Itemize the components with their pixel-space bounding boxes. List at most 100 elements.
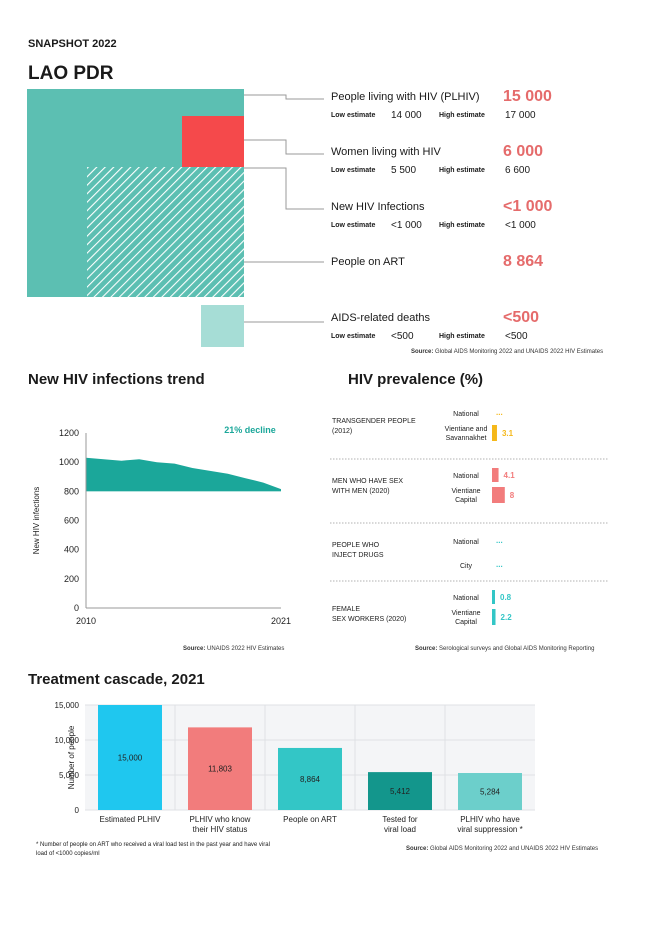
- prevalence-group-name: TRANSGENDER PEOPLE: [332, 418, 416, 425]
- plhiv-label: People living with HIV (PLHIV): [331, 91, 480, 103]
- cascade-bar: [98, 705, 162, 810]
- prevalence-chart: TRANSGENDER PEOPLE (2012) National ... Vient…: [330, 408, 608, 626]
- trend-y-tick: 1000: [59, 457, 79, 467]
- women-block: [182, 116, 244, 167]
- deaths-high-key: High estimate: [439, 333, 485, 340]
- cascade-title: Treatment cascade, 2021: [28, 671, 205, 688]
- trend-x-tick: 2010: [76, 616, 96, 626]
- plhiv-low-value: 14 000: [391, 110, 422, 121]
- prevalence-row-label: National: [453, 539, 479, 546]
- plhiv-high-value: 17 000: [505, 110, 536, 121]
- new-infections-low-value: <1 000: [391, 220, 422, 231]
- new-infections-block: [87, 167, 244, 297]
- prevalence-group-name: SEX WORKERS (2020): [332, 616, 406, 623]
- prevalence-value: 8: [510, 491, 515, 500]
- prevalence-value: ...: [496, 408, 503, 417]
- trend-chart: 0 200 400 600 800 1000 1200 2010 2021 New HIV inf…: [32, 425, 291, 626]
- prevalence-value: ...: [496, 560, 503, 569]
- prevalence-group-name: FEMALE: [332, 606, 360, 613]
- prevalence-source: Source: Serological surveys and Global A…: [415, 646, 595, 652]
- connector-lines: [244, 94, 324, 323]
- prevalence-group-name: (2012): [332, 428, 352, 435]
- women-low-value: 5 500: [391, 165, 417, 176]
- cascade-value-label: 11,803: [208, 765, 232, 774]
- prevalence-row-label: National: [453, 595, 479, 602]
- cascade-y-tick: 5,000: [59, 771, 80, 780]
- deaths-label: AIDS-related deaths: [331, 312, 431, 324]
- new-infections-low-key: Low estimate: [331, 222, 376, 229]
- cascade-category-label: Tested for: [382, 815, 417, 824]
- cascade-value-label: 15,000: [118, 754, 143, 763]
- trend-y-tick: 1200: [59, 428, 79, 438]
- prevalence-row-label: Vientiane and: [445, 426, 488, 433]
- prevalence-row-label: Savannakhet: [446, 435, 487, 442]
- prevalence-bar: [492, 425, 497, 441]
- women-high-key: High estimate: [439, 167, 485, 174]
- prevalence-group-name: WITH MEN (2020): [332, 488, 390, 495]
- trend-y-tick: 800: [64, 486, 79, 496]
- cascade-bar: [278, 747, 342, 810]
- cascade-bar: [368, 772, 432, 810]
- cascade-bar: [458, 773, 522, 810]
- country-title: LAO PDR: [28, 63, 114, 84]
- prevalence-row-label: Vientiane: [451, 610, 480, 617]
- trend-y-tick: 200: [64, 574, 79, 584]
- deaths-high-value: <500: [505, 331, 528, 342]
- cascade-y-tick: 15,000: [55, 701, 80, 710]
- prevalence-group-name: INJECT DRUGS: [332, 552, 384, 559]
- prevalence-bar: [492, 487, 505, 503]
- trend-area-base: [86, 491, 282, 608]
- plhiv-high-key: High estimate: [439, 112, 485, 119]
- prevalence-row-label: Capital: [455, 619, 477, 626]
- overview-graphic: [27, 89, 324, 347]
- deaths-low-key: Low estimate: [331, 333, 376, 340]
- new-infections-value: <1 000: [503, 198, 553, 215]
- prevalence-group-name: MEN WHO HAVE SEX: [332, 478, 403, 485]
- trend-x-tick: 2021: [271, 616, 291, 626]
- snapshot-label: SNAPSHOT 2022: [28, 38, 117, 50]
- cascade-source: Source: Global AIDS Monitoring 2022 and …: [406, 846, 599, 852]
- plhiv-low-key: Low estimate: [331, 112, 376, 119]
- cascade-bar: [188, 727, 252, 810]
- prevalence-value: 0.8: [500, 593, 512, 602]
- cascade-category-label: PLHIV who know: [190, 815, 251, 824]
- prevalence-value: ...: [496, 536, 503, 545]
- deaths-low-value: <500: [391, 331, 414, 342]
- cascade-category-label: viral suppression *: [457, 825, 522, 834]
- new-infections-high-value: <1 000: [505, 220, 536, 231]
- cascade-y-tick: 10,000: [55, 736, 80, 745]
- on-art-label: People on ART: [331, 256, 405, 268]
- cascade-chart: 0 5,000 10,000 15,000 Number of people 15,000…: [55, 701, 535, 834]
- prevalence-bar: [492, 468, 499, 482]
- cascade-value-label: 5,412: [390, 787, 411, 796]
- cascade-y-tick: 0: [75, 806, 80, 815]
- trend-y-tick: 400: [64, 545, 79, 555]
- new-infections-label: New HIV Infections: [331, 201, 425, 213]
- cascade-category-label: People on ART: [283, 815, 337, 824]
- women-low-key: Low estimate: [331, 167, 376, 174]
- deaths-block: [201, 305, 244, 347]
- deaths-value: <500: [503, 309, 540, 326]
- prevalence-bar: [492, 590, 495, 604]
- prevalence-row-label: National: [453, 473, 479, 480]
- women-high-value: 6 600: [505, 165, 531, 176]
- prevalence-bar: [492, 609, 496, 625]
- new-infections-high-key: High estimate: [439, 222, 485, 229]
- cascade-category-label: viral load: [384, 825, 416, 834]
- cascade-category-label: PLHIV who have: [460, 815, 520, 824]
- prevalence-value: 3.1: [502, 429, 514, 438]
- cascade-value-label: 5,284: [480, 788, 501, 797]
- prevalence-row-label: National: [453, 411, 479, 418]
- trend-y-tick: 0: [74, 603, 79, 613]
- cascade-footnote: * Number of people on ART who received a…: [36, 842, 270, 857]
- women-label: Women living with HIV: [331, 146, 441, 158]
- trend-y-label: New HIV infections: [32, 487, 41, 555]
- prevalence-group-name: PEOPLE WHO: [332, 542, 380, 549]
- cascade-category-label: their HIV status: [193, 825, 248, 834]
- prevalence-value: 2.2: [501, 613, 513, 622]
- women-value: 6 000: [503, 143, 544, 160]
- prevalence-row-label: City: [460, 563, 473, 570]
- cascade-y-label: Number of people: [67, 725, 76, 789]
- prevalence-title: HIV prevalence (%): [348, 371, 484, 388]
- plhiv-value: 15 000: [503, 88, 552, 105]
